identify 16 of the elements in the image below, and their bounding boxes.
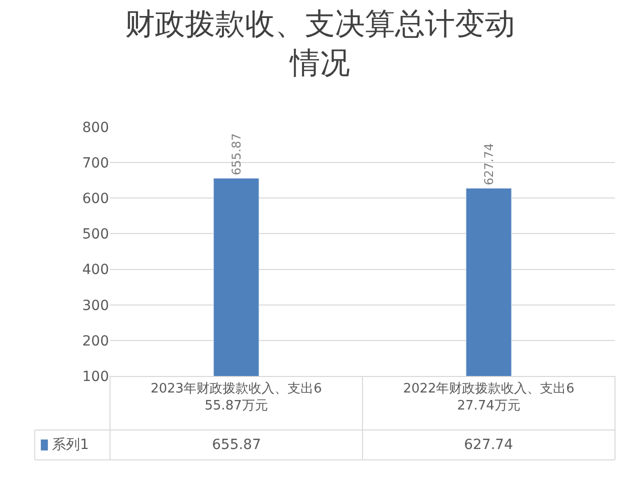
data-label: 627.74: [464, 437, 514, 453]
y-tick-label: 500: [82, 226, 109, 243]
y-tick-label: 700: [82, 155, 109, 172]
y-tick-label: 400: [82, 262, 109, 278]
x-tick-label: 2023年财政拨款收入、支出655.87万元: [150, 382, 322, 414]
legend-label: 系列1: [52, 437, 89, 453]
text: 627.74: [482, 143, 496, 186]
y-tick-label: 300: [82, 298, 109, 314]
y-tick-label: 100: [82, 368, 109, 385]
y-tick-label: 200: [82, 333, 109, 350]
x-tick-label: 2022年财政拨款收入、支出627.74万元: [403, 382, 574, 414]
chart-title: 财政拨款收、支决算总计变动情况: [125, 6, 515, 81]
data-label: 655.87: [212, 437, 261, 453]
y-tick-label: 800: [82, 120, 109, 136]
text: 655.87: [229, 133, 244, 176]
y-tick-label: 600: [82, 191, 109, 208]
